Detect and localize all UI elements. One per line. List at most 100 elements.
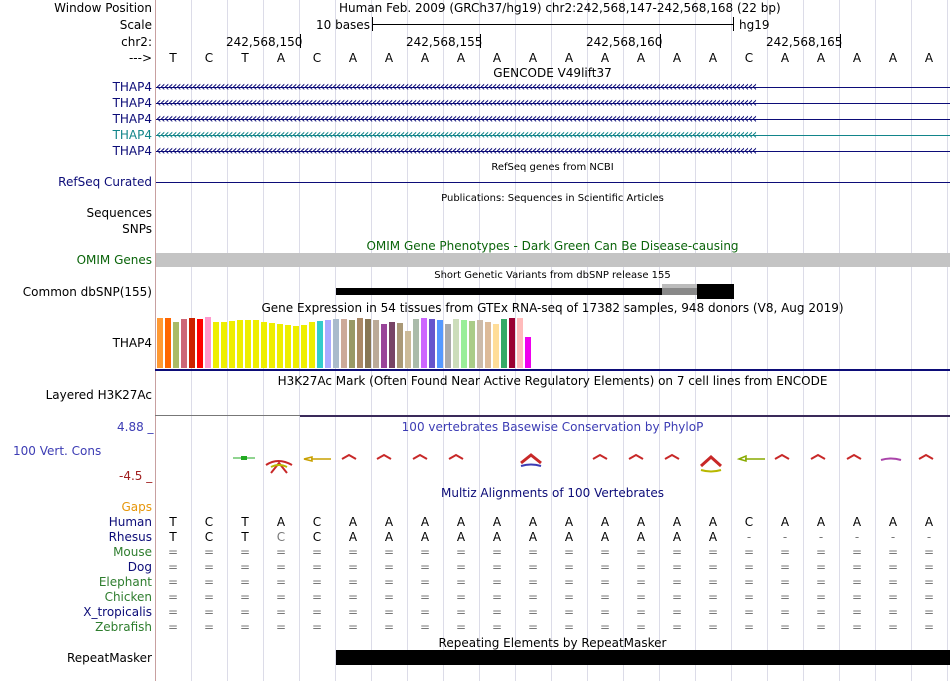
gencode-track-label[interactable]: THAP4 — [112, 80, 152, 94]
dbsnp-variant-gray-cap[interactable] — [662, 288, 697, 295]
gtex-tissue-bar[interactable] — [253, 320, 259, 368]
gencode-track-label[interactable]: THAP4 — [112, 96, 152, 110]
gencode-transcript-line[interactable] — [156, 135, 950, 136]
gtex-tissue-bar[interactable] — [413, 319, 419, 368]
publications-label[interactable]: Sequences — [86, 206, 152, 220]
gencode-transcript-line[interactable] — [156, 151, 950, 152]
alignment-base: T — [169, 515, 177, 529]
gtex-tissue-bar[interactable] — [501, 319, 507, 368]
gtex-tissue-bar[interactable] — [445, 324, 451, 368]
gtex-tissue-bar[interactable] — [525, 337, 531, 368]
gtex-tissue-bar[interactable] — [461, 320, 467, 368]
conservation-label[interactable]: 100 Vert. Cons — [13, 444, 102, 458]
alignment-base: C — [276, 530, 286, 544]
h3k27ac-label[interactable]: Layered H3K27Ac — [45, 388, 152, 402]
alignment-base: C — [204, 515, 214, 529]
dbsnp-variant-gray-cap-top[interactable] — [662, 284, 697, 288]
gtex-tissue-bar[interactable] — [269, 323, 275, 368]
repeatmasker-element[interactable] — [336, 650, 950, 665]
species-label[interactable]: X_tropicalis — [83, 605, 152, 619]
gaps-label[interactable]: Gaps — [121, 500, 152, 514]
refseq-gene-line[interactable] — [156, 182, 950, 183]
gtex-tissue-bar[interactable] — [469, 321, 475, 368]
alignment-base: = — [455, 545, 467, 559]
alignment-base: = — [599, 605, 611, 619]
repeatmasker-label[interactable]: RepeatMasker — [66, 651, 152, 665]
gtex-tissue-bar[interactable] — [181, 319, 187, 368]
gtex-tissue-bar[interactable] — [197, 319, 203, 368]
gtex-tissue-bar[interactable] — [325, 320, 331, 368]
species-label[interactable]: Chicken — [104, 590, 152, 604]
snps-label[interactable]: SNPs — [122, 222, 152, 236]
gtex-tissue-bar[interactable] — [509, 318, 515, 368]
species-label[interactable]: Mouse — [113, 545, 152, 559]
gtex-tissue-bar[interactable] — [429, 319, 435, 368]
gtex-tissue-bar[interactable] — [365, 319, 371, 368]
cons-mark-10 — [664, 453, 680, 460]
conservation-logo[interactable] — [155, 449, 950, 477]
gtex-tissue-bar[interactable] — [293, 326, 299, 368]
species-label[interactable]: Rhesus — [108, 530, 152, 544]
gtex-tissue-bar[interactable] — [309, 322, 315, 368]
dbsnp-variant-block[interactable] — [697, 284, 734, 299]
gtex-tissue-bar[interactable] — [285, 325, 291, 368]
gtex-tissue-bar[interactable] — [301, 325, 307, 368]
species-label[interactable]: Elephant — [98, 575, 152, 589]
gencode-transcript-line[interactable] — [156, 119, 950, 120]
refseq-label[interactable]: RefSeq Curated — [58, 175, 152, 189]
gtex-tissue-bar[interactable] — [485, 322, 491, 368]
gtex-tissue-bar[interactable] — [173, 322, 179, 368]
gtex-tissue-bar[interactable] — [317, 321, 323, 368]
gtex-tissue-bar[interactable] — [277, 324, 283, 368]
gtex-tissue-bar[interactable] — [405, 331, 411, 368]
gencode-track-label[interactable]: THAP4 — [112, 128, 152, 142]
gtex-tissue-bar[interactable] — [349, 320, 355, 368]
alignment-base: A — [456, 530, 466, 544]
alignment-base: = — [491, 575, 503, 589]
alignment-base: = — [887, 605, 899, 619]
gtex-tissue-bar[interactable] — [357, 318, 363, 368]
gtex-tissue-bar[interactable] — [389, 322, 395, 368]
gtex-tissue-bar[interactable] — [189, 318, 195, 368]
gtex-tissue-bar[interactable] — [213, 322, 219, 368]
gtex-tissue-bar[interactable] — [493, 324, 499, 368]
gencode-track-label[interactable]: THAP4 — [112, 144, 152, 158]
dbsnp-variant-bar[interactable] — [336, 288, 662, 295]
dbsnp-label[interactable]: Common dbSNP(155) — [22, 285, 152, 299]
gtex-tissue-bar[interactable] — [245, 320, 251, 368]
omim-label[interactable]: OMIM Genes — [76, 253, 152, 267]
reference-base: A — [456, 51, 466, 65]
species-label[interactable]: Human — [108, 515, 152, 529]
gtex-tissue-bar[interactable] — [157, 318, 163, 368]
gtex-tissue-bar[interactable] — [261, 322, 267, 368]
gtex-tissue-bar[interactable] — [165, 318, 171, 368]
gtex-tissue-bar[interactable] — [397, 323, 403, 368]
gtex-tissue-bar[interactable] — [333, 319, 339, 368]
species-label[interactable]: Dog — [127, 560, 152, 574]
gtex-tissue-bar[interactable] — [381, 324, 387, 368]
gtex-tissue-bar[interactable] — [517, 318, 523, 368]
gencode-transcript-line[interactable] — [156, 87, 950, 88]
omim-title: OMIM Gene Phenotypes - Dark Green Can Be… — [366, 239, 739, 253]
alignment-base: = — [563, 560, 575, 574]
gtex-tissue-bar[interactable] — [437, 320, 443, 368]
gtex-tissue-bar[interactable] — [453, 319, 459, 368]
conservation-max-label: 4.88 _ — [117, 420, 154, 434]
gtex-tissue-bar[interactable] — [421, 318, 427, 368]
gtex-tissue-bar[interactable] — [229, 321, 235, 368]
alignment-base: = — [455, 590, 467, 604]
gtex-tissue-bar[interactable] — [373, 320, 379, 368]
alignment-base: = — [851, 575, 863, 589]
gencode-transcript-line[interactable] — [156, 103, 950, 104]
gencode-track-label[interactable]: THAP4 — [112, 112, 152, 126]
alignment-base: = — [707, 620, 719, 634]
gtex-tissue-bar[interactable] — [477, 320, 483, 368]
gtex-tissue-bar[interactable] — [221, 322, 227, 368]
gtex-tissue-bar[interactable] — [341, 319, 347, 368]
gtex-tissue-bar[interactable] — [237, 320, 243, 368]
omim-feature-bar[interactable] — [156, 253, 950, 267]
species-label[interactable]: Zebrafish — [95, 620, 152, 634]
gtex-tissue-bar[interactable] — [205, 317, 211, 368]
gtex-label[interactable]: THAP4 — [112, 336, 152, 350]
